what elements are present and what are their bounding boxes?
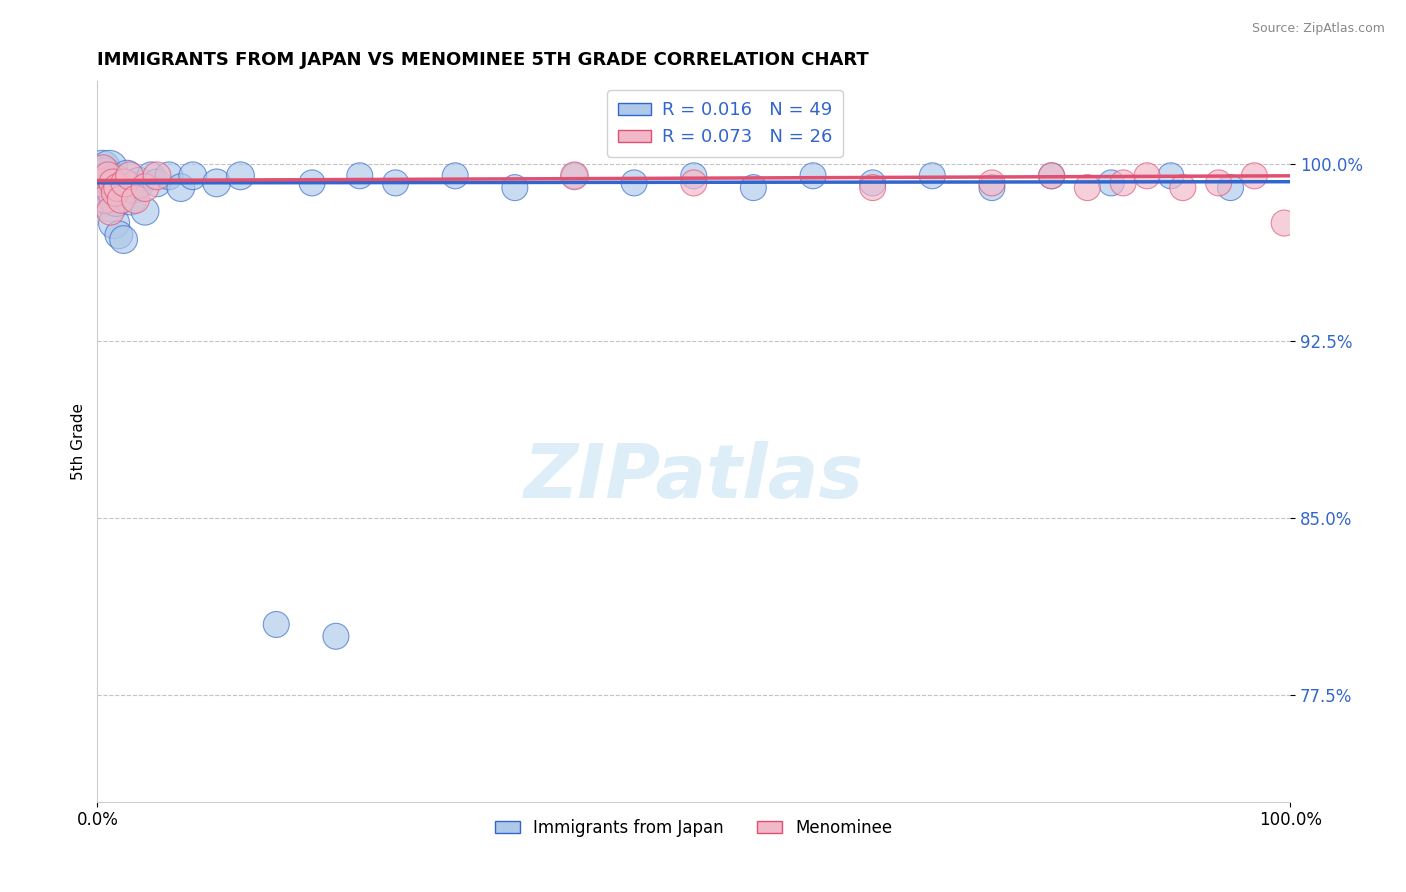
Legend: Immigrants from Japan, Menominee: Immigrants from Japan, Menominee bbox=[488, 813, 900, 844]
Point bbox=[682, 176, 704, 190]
Point bbox=[100, 180, 122, 194]
Point bbox=[623, 176, 645, 190]
Point bbox=[301, 176, 323, 190]
Point bbox=[742, 180, 765, 194]
Text: Source: ZipAtlas.com: Source: ZipAtlas.com bbox=[1251, 22, 1385, 36]
Point bbox=[146, 176, 169, 190]
Point bbox=[96, 193, 118, 207]
Point bbox=[90, 176, 112, 190]
Point bbox=[91, 186, 114, 200]
Point bbox=[91, 161, 114, 176]
Point bbox=[100, 204, 122, 219]
Point bbox=[1040, 169, 1063, 183]
Point bbox=[801, 169, 824, 183]
Point bbox=[104, 186, 127, 200]
Point bbox=[229, 169, 252, 183]
Point bbox=[1272, 216, 1295, 230]
Point bbox=[112, 233, 135, 247]
Point bbox=[110, 186, 132, 200]
Point bbox=[128, 176, 150, 190]
Point bbox=[1219, 180, 1241, 194]
Point bbox=[89, 169, 111, 183]
Point bbox=[100, 200, 122, 214]
Point bbox=[349, 169, 371, 183]
Text: IMMIGRANTS FROM JAPAN VS MENOMINEE 5TH GRADE CORRELATION CHART: IMMIGRANTS FROM JAPAN VS MENOMINEE 5TH G… bbox=[97, 51, 869, 69]
Point bbox=[122, 180, 145, 194]
Text: ZIPatlas: ZIPatlas bbox=[524, 441, 863, 514]
Point bbox=[981, 180, 1004, 194]
Point bbox=[444, 169, 467, 183]
Point bbox=[94, 180, 117, 194]
Point bbox=[93, 169, 115, 183]
Point bbox=[1112, 176, 1135, 190]
Point bbox=[1076, 180, 1098, 194]
Point bbox=[118, 169, 141, 183]
Y-axis label: 5th Grade: 5th Grade bbox=[72, 403, 86, 480]
Point bbox=[564, 169, 586, 183]
Point bbox=[862, 180, 884, 194]
Point bbox=[981, 176, 1004, 190]
Point bbox=[146, 169, 169, 183]
Point bbox=[101, 186, 124, 200]
Point bbox=[1040, 169, 1063, 183]
Point bbox=[170, 180, 193, 194]
Point bbox=[115, 169, 138, 183]
Point bbox=[205, 176, 228, 190]
Point bbox=[503, 180, 526, 194]
Point bbox=[134, 204, 156, 219]
Point bbox=[1136, 169, 1159, 183]
Point bbox=[97, 169, 120, 183]
Point bbox=[564, 169, 586, 183]
Point bbox=[124, 193, 146, 207]
Point bbox=[90, 176, 112, 190]
Point bbox=[921, 169, 943, 183]
Point bbox=[1171, 180, 1194, 194]
Point bbox=[1099, 176, 1122, 190]
Point bbox=[134, 180, 156, 194]
Point bbox=[1208, 176, 1230, 190]
Point bbox=[105, 193, 128, 207]
Point bbox=[103, 216, 125, 230]
Point bbox=[98, 161, 121, 176]
Point bbox=[1160, 169, 1182, 183]
Point bbox=[157, 169, 180, 183]
Point bbox=[97, 176, 120, 190]
Point bbox=[114, 176, 136, 190]
Point bbox=[101, 176, 124, 190]
Point bbox=[682, 169, 704, 183]
Point bbox=[1243, 169, 1265, 183]
Point bbox=[107, 180, 129, 194]
Point bbox=[181, 169, 204, 183]
Point bbox=[110, 193, 132, 207]
Point bbox=[108, 227, 131, 242]
Point bbox=[94, 193, 117, 207]
Point bbox=[139, 169, 162, 183]
Point bbox=[264, 617, 287, 632]
Point bbox=[91, 161, 114, 176]
Point bbox=[325, 629, 347, 643]
Point bbox=[120, 193, 142, 207]
Point bbox=[862, 176, 884, 190]
Point bbox=[104, 176, 127, 190]
Point bbox=[384, 176, 406, 190]
